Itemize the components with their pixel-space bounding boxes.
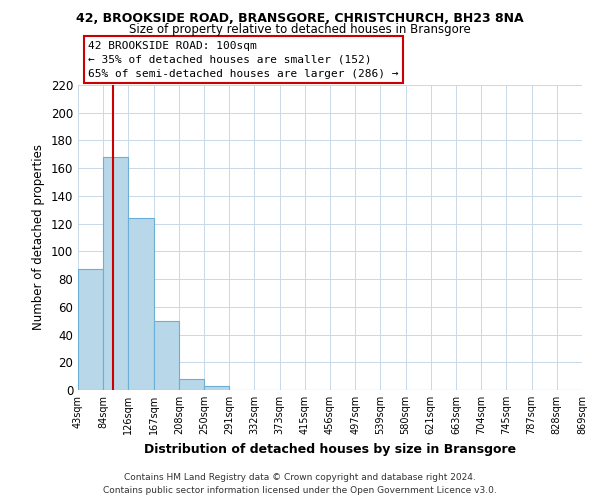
X-axis label: Distribution of detached houses by size in Bransgore: Distribution of detached houses by size … [144, 442, 516, 456]
Text: Contains HM Land Registry data © Crown copyright and database right 2024.
Contai: Contains HM Land Registry data © Crown c… [103, 474, 497, 495]
Bar [103, 157, 128, 390]
Bar [154, 320, 179, 390]
Bar [179, 379, 204, 390]
Text: 42, BROOKSIDE ROAD, BRANSGORE, CHRISTCHURCH, BH23 8NA: 42, BROOKSIDE ROAD, BRANSGORE, CHRISTCHU… [76, 12, 524, 24]
Bar [128, 218, 154, 390]
Text: Size of property relative to detached houses in Bransgore: Size of property relative to detached ho… [129, 22, 471, 36]
Bar [78, 270, 103, 390]
Bar [204, 386, 229, 390]
Y-axis label: Number of detached properties: Number of detached properties [32, 144, 45, 330]
Text: 42 BROOKSIDE ROAD: 100sqm
← 35% of detached houses are smaller (152)
65% of semi: 42 BROOKSIDE ROAD: 100sqm ← 35% of detac… [88, 41, 398, 79]
